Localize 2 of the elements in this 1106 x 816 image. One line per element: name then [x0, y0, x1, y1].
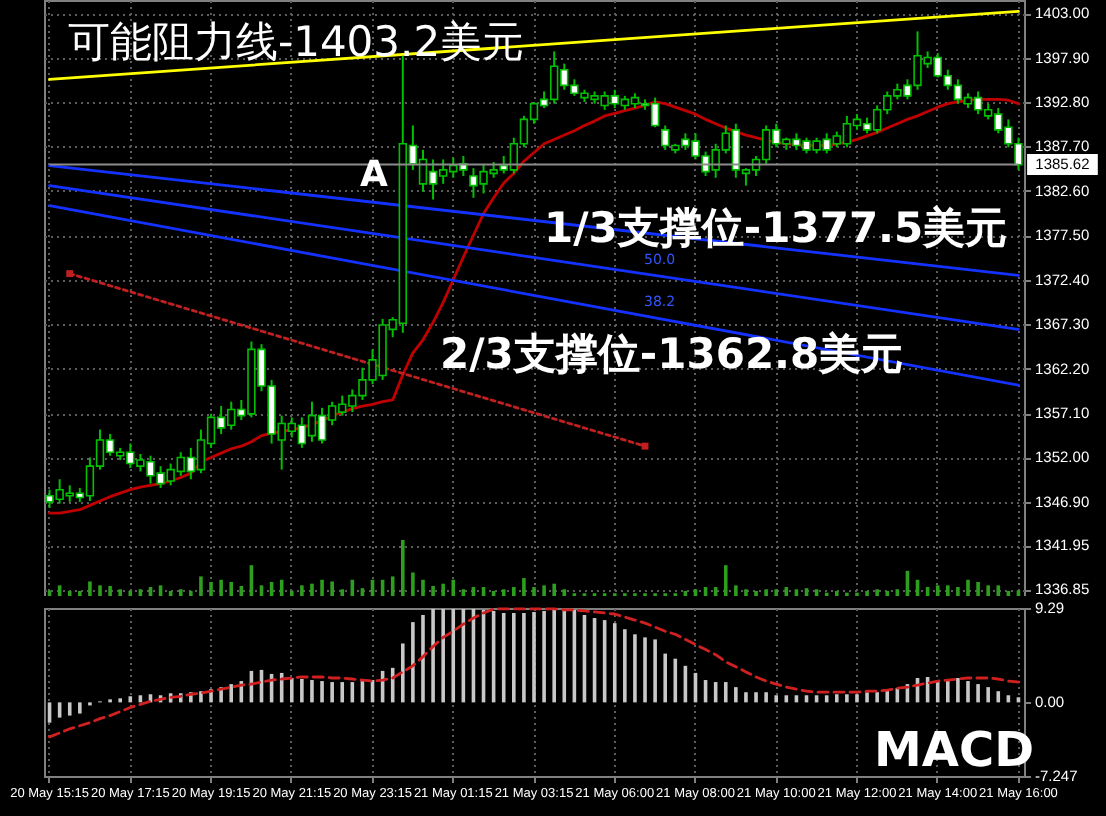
annotation: A	[360, 154, 388, 196]
annotation: MACD	[874, 722, 1034, 778]
